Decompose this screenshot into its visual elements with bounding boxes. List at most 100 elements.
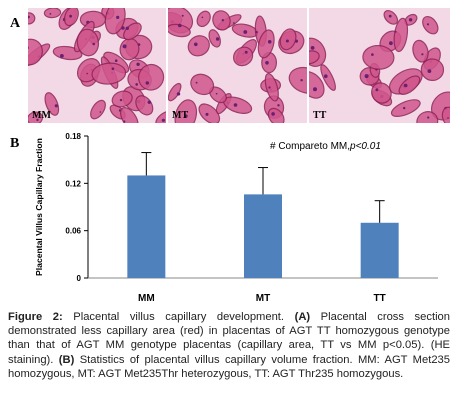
villus-shape (91, 62, 127, 85)
nucleus-dot (176, 92, 181, 96)
villus-shape (309, 71, 325, 99)
nucleus-dot (375, 88, 379, 92)
villus-shape (288, 66, 307, 94)
villus-shape (416, 111, 439, 123)
x-tick-label: MM (138, 293, 155, 304)
villus-shape (279, 28, 297, 51)
villus-shape (320, 64, 336, 91)
villus-shape (309, 50, 320, 65)
villus-shape (28, 12, 36, 25)
y-tick-label: 0.06 (65, 227, 81, 236)
panel-b-letter: B (10, 136, 20, 151)
villus-shape (264, 73, 279, 102)
villus-shape (412, 39, 429, 63)
nucleus-dot (60, 54, 64, 58)
nucleus-dot (421, 53, 424, 56)
villus-shape (383, 10, 399, 25)
nucleus-dot (403, 83, 408, 88)
villus-shape (187, 35, 210, 57)
nucleus-dot (394, 30, 397, 33)
nucleus-dot (122, 44, 127, 49)
figure-caption: Figure 2: Placental villus capillary dev… (8, 310, 450, 381)
caption-part-a-tag: (A) (294, 311, 311, 323)
nucleus-dot (119, 98, 123, 102)
micrograph-tt: TT (309, 8, 450, 123)
nucleus-dot (265, 61, 269, 65)
nucleus-dot (205, 112, 209, 116)
villus-shape (390, 99, 421, 117)
nucleus-dot (69, 14, 72, 18)
villus-shape (422, 15, 439, 35)
nucleus-dot (184, 114, 188, 118)
villus-shape (28, 38, 43, 66)
nucleus-dot (92, 42, 95, 46)
villus-shape (393, 17, 409, 53)
bar-tt (360, 222, 399, 278)
nucleus-dot (201, 16, 204, 19)
nucleus-dot (364, 74, 369, 79)
y-axis-label: Placental Villus Capillary Fraction (34, 138, 44, 276)
nucleus-dot (28, 46, 29, 49)
nucleus-dot (255, 31, 258, 34)
bar-mt (244, 194, 282, 278)
nucleus-dot (371, 53, 374, 56)
nucleus-dot (221, 19, 224, 22)
nucleus-dot (233, 22, 235, 24)
micrograph-tt-label: TT (313, 110, 327, 121)
y-tick-label: 0.12 (65, 179, 81, 188)
nucleus-dot (181, 14, 184, 17)
caption-part-b-tag: (B) (58, 353, 75, 366)
nucleus-dot (267, 40, 272, 44)
villus-shape (76, 28, 100, 57)
caption-part-b-text: Statistics of placental villus capillary… (8, 353, 450, 380)
nucleus-dot (54, 104, 58, 108)
nucleus-dot (285, 39, 289, 43)
nucleus-dot (268, 86, 271, 89)
micrograph-mm: MM (28, 8, 166, 123)
nucleus-dot (233, 103, 238, 107)
nucleus-dot (447, 117, 449, 119)
nucleus-dot (388, 14, 392, 18)
bar-mm (127, 175, 166, 278)
micrograph-mt: MT (168, 8, 307, 123)
micrograph-mt-tissue (168, 8, 307, 123)
nucleus-dot (408, 18, 413, 22)
nucleus-dot (136, 62, 140, 66)
villus-shape (190, 73, 215, 96)
nucleus-dot (49, 13, 52, 15)
nucleus-dot (313, 87, 317, 92)
nucleus-dot (116, 15, 120, 19)
nucleus-dot (271, 112, 275, 116)
nucleus-dot (161, 118, 165, 122)
nucleus-dot (125, 26, 129, 30)
nucleus-dot (178, 23, 182, 28)
villus-shape (257, 29, 275, 59)
villus-shape (28, 111, 44, 123)
micrograph-mm-label: MM (32, 110, 51, 121)
nucleus-dot (114, 59, 118, 62)
caption-title: Placental villus capillary development. (62, 311, 295, 323)
nucleus-dot (215, 92, 218, 95)
villus-shape (398, 75, 421, 96)
nucleus-dot (194, 42, 198, 47)
nucleus-dot (147, 100, 151, 104)
nucleus-dot (135, 83, 138, 86)
villus-shape (233, 46, 254, 67)
nucleus-dot (99, 111, 102, 113)
villus-shape (44, 92, 60, 116)
nucleus-dot (310, 46, 315, 50)
villus-shape (208, 29, 221, 48)
villus-shape (212, 10, 231, 31)
villus-shape (90, 99, 106, 120)
villus-shape (362, 44, 395, 70)
villus-shape (104, 8, 126, 35)
nucleus-dot (123, 120, 126, 123)
micrograph-tt-tissue (309, 10, 450, 123)
micrograph-mt-label: MT (172, 110, 189, 121)
villus-shape (111, 90, 133, 108)
nucleus-dot (324, 74, 328, 78)
panel-a-letter: A (10, 16, 21, 31)
nucleus-dot (28, 15, 30, 19)
nucleus-dot (244, 50, 248, 54)
villus-shape (196, 10, 211, 28)
